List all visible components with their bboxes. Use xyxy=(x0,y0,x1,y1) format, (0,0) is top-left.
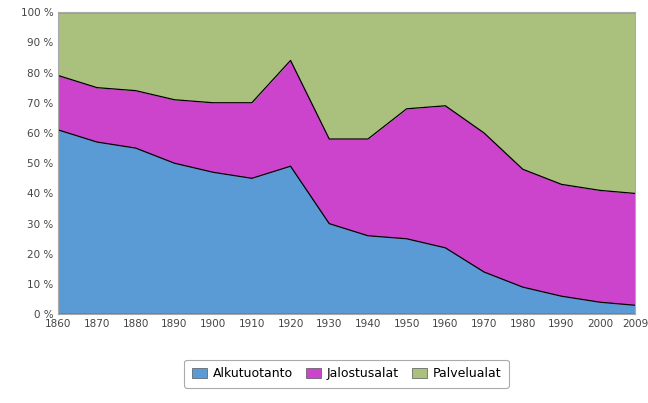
Legend: Alkutuotanto, Jalostusalat, Palvelualat: Alkutuotanto, Jalostusalat, Palvelualat xyxy=(185,360,509,388)
